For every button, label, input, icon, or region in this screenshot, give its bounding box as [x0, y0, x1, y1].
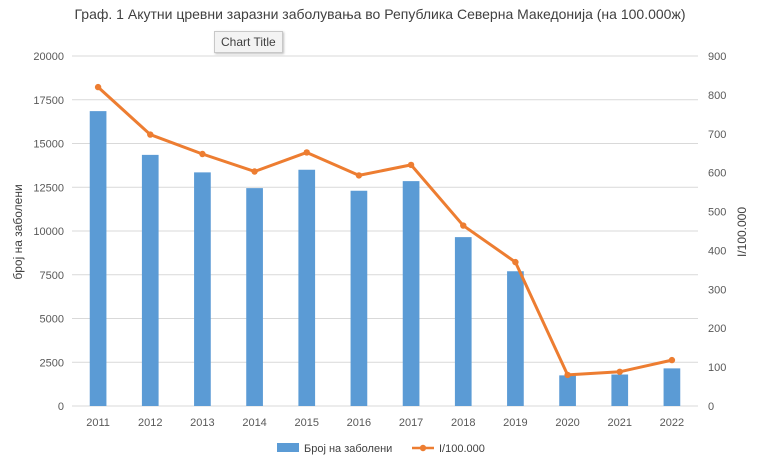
bar: [611, 374, 629, 406]
y-tick-label: 2500: [40, 357, 64, 369]
line-path: [97, 86, 673, 377]
line-point: [512, 258, 519, 266]
line-series: [94, 83, 676, 379]
chart-title-tooltip: Chart Title: [214, 31, 283, 53]
line-point: [407, 161, 415, 169]
bar: [454, 237, 472, 406]
legend-line-marker: [419, 444, 427, 452]
y2-tick-label: 700: [708, 129, 726, 141]
x-axis-ticks: 2011 2012 2013 2014 2015 2016 2017 2018 2019 2020…: [86, 417, 684, 429]
x-tick-label: 2018: [451, 417, 475, 429]
legend-bar-swatch: [277, 443, 299, 452]
y-tick-label: 15000: [33, 139, 64, 151]
y-tick-label: 17500: [33, 95, 64, 107]
y2-tick-label: 600: [708, 168, 726, 180]
bar: [663, 368, 681, 406]
y-tick-label: 7500: [40, 270, 64, 282]
y-tick-label: 10000: [33, 226, 64, 238]
x-tick-label: 2021: [608, 417, 632, 429]
y-tick-label: 5000: [40, 314, 64, 326]
gridlines: [72, 55, 698, 407]
line-point: [303, 149, 310, 156]
x-tick-label: 2012: [138, 417, 162, 429]
legend: Број на заболени I/100.000: [277, 443, 485, 455]
bar: [402, 181, 420, 406]
left-axis-ticks: 0 2500 5000 7500 10000 12500 15000 17500 20000: [33, 51, 64, 413]
y-tick-label: 12500: [33, 182, 64, 194]
chart-title: Граф. 1 Акутни цревни заразни заболувања…: [75, 6, 686, 22]
y2-tick-label: 200: [708, 323, 726, 335]
y2-tick-label: 0: [708, 401, 714, 413]
legend-bar-label: Број на заболени: [304, 443, 392, 455]
y2-axis-label: I/100.000: [735, 207, 749, 257]
bar: [507, 271, 524, 406]
bar: [194, 172, 211, 406]
y2-tick-label: 500: [708, 207, 726, 219]
bar: [350, 190, 368, 406]
line-point: [616, 368, 623, 375]
x-tick-label: 2020: [555, 417, 579, 429]
bar: [89, 111, 107, 406]
line-point: [460, 222, 467, 229]
legend-line-label: I/100.000: [439, 443, 485, 455]
bar: [559, 375, 576, 406]
y2-tick-label: 800: [708, 90, 726, 102]
y-tick-label: 0: [58, 401, 64, 413]
line-point: [251, 168, 258, 175]
y-tick-label: 20000: [33, 51, 64, 63]
y2-tick-label: 900: [708, 51, 726, 63]
x-tick-label: 2013: [190, 417, 214, 429]
line-point: [147, 131, 154, 138]
y-axis-label: број на заболени: [11, 184, 25, 279]
y2-tick-label: 100: [708, 362, 726, 374]
line-point: [355, 172, 363, 179]
x-tick-label: 2022: [660, 417, 684, 429]
x-tick-label: 2016: [347, 417, 371, 429]
x-tick-label: 2011: [86, 417, 110, 429]
x-tick-label: 2015: [295, 417, 319, 429]
line-point: [564, 371, 571, 379]
bar: [141, 154, 159, 406]
bar-series: [89, 111, 681, 406]
line-point: [199, 150, 206, 158]
x-tick-label: 2014: [242, 417, 266, 429]
bar: [298, 169, 316, 406]
bar: [246, 188, 263, 406]
line-point: [668, 356, 676, 364]
right-axis-ticks: 0 100 200 300 400 500 600 700 800 900: [708, 51, 726, 413]
x-tick-label: 2019: [503, 417, 527, 429]
y2-tick-label: 300: [708, 284, 726, 296]
line-point: [94, 83, 102, 91]
y2-tick-label: 400: [708, 245, 726, 257]
x-tick-label: 2017: [399, 417, 423, 429]
